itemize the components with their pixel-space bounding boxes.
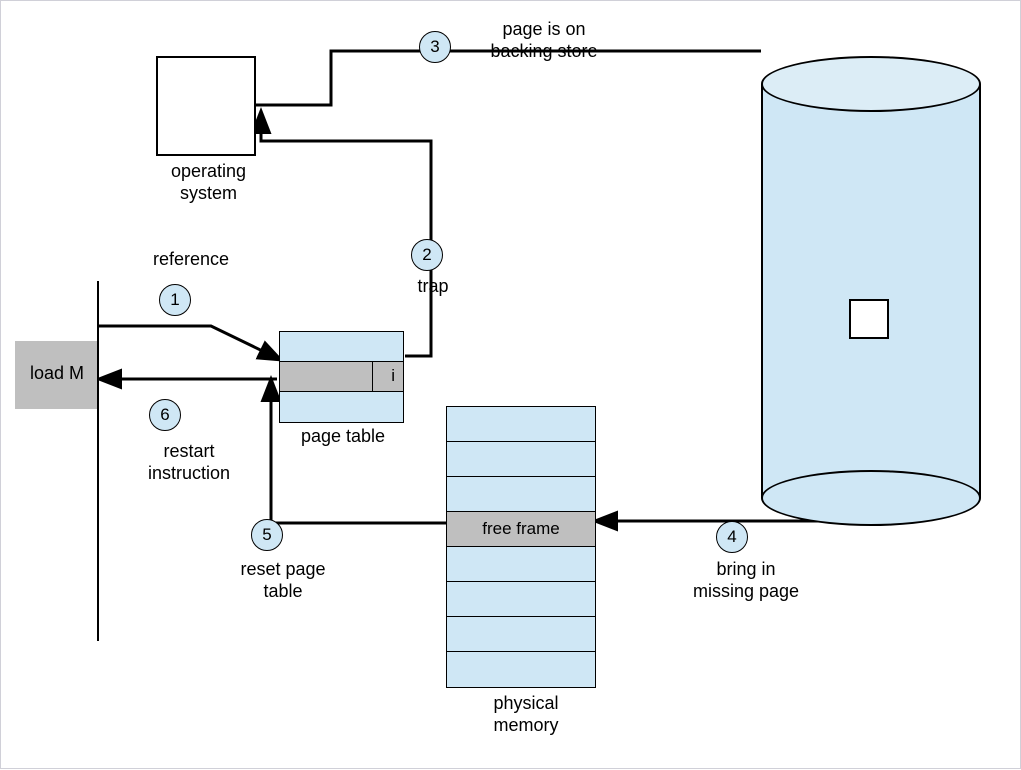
cylinder-bottom: [761, 470, 981, 526]
pagetable-row-invalid: i: [280, 362, 403, 392]
label-load-m: load M: [21, 363, 93, 385]
step-1-circle: 1: [159, 284, 191, 316]
physmem-row: [447, 582, 595, 617]
label-restart-instruction: restart instruction: [129, 441, 249, 484]
step-4-circle: 4: [716, 521, 748, 553]
invalid-bit-label: i: [391, 366, 395, 386]
label-reset-page-table: reset page table: [223, 559, 343, 602]
cylinder-body: [761, 84, 981, 498]
physmem-row: [447, 442, 595, 477]
physmem-row: [447, 547, 595, 582]
disk-page-box: [849, 299, 889, 339]
label-physical-memory: physical memory: [471, 693, 581, 736]
os-box: [156, 56, 256, 156]
step-5-num: 5: [262, 525, 271, 545]
physmem-row: [447, 477, 595, 512]
step-1-num: 1: [170, 290, 179, 310]
physmem-row: [447, 652, 595, 687]
label-page-table: page table: [283, 426, 403, 448]
physical-memory: free frame: [446, 406, 596, 688]
label-reference: reference: [136, 249, 246, 271]
label-operating-system: operating system: [161, 161, 256, 204]
step-6-num: 6: [160, 405, 169, 425]
backing-store-cylinder: [761, 56, 981, 526]
loadm-vline: [97, 281, 99, 641]
step-2-circle: 2: [411, 239, 443, 271]
physmem-row-free: free frame: [447, 512, 595, 547]
step-2-num: 2: [422, 245, 431, 265]
step-3-circle: 3: [419, 31, 451, 63]
pagetable-row: [280, 332, 403, 362]
page-table: i: [279, 331, 404, 423]
arrow-a1: [99, 326, 279, 359]
physmem-row: [447, 407, 595, 442]
step-5-circle: 5: [251, 519, 283, 551]
arrow-a2: [261, 113, 431, 356]
step-6-circle: 6: [149, 399, 181, 431]
label-trap: trap: [403, 276, 463, 298]
label-bring-missing: bring in missing page: [671, 559, 821, 602]
pagetable-row: [280, 392, 403, 422]
physmem-row: [447, 617, 595, 652]
diagram-canvas: operating system load M i page table fre…: [0, 0, 1021, 769]
step-3-num: 3: [430, 37, 439, 57]
step-4-num: 4: [727, 527, 736, 547]
label-page-backing: page is on backing store: [459, 19, 629, 62]
cylinder-top: [761, 56, 981, 112]
